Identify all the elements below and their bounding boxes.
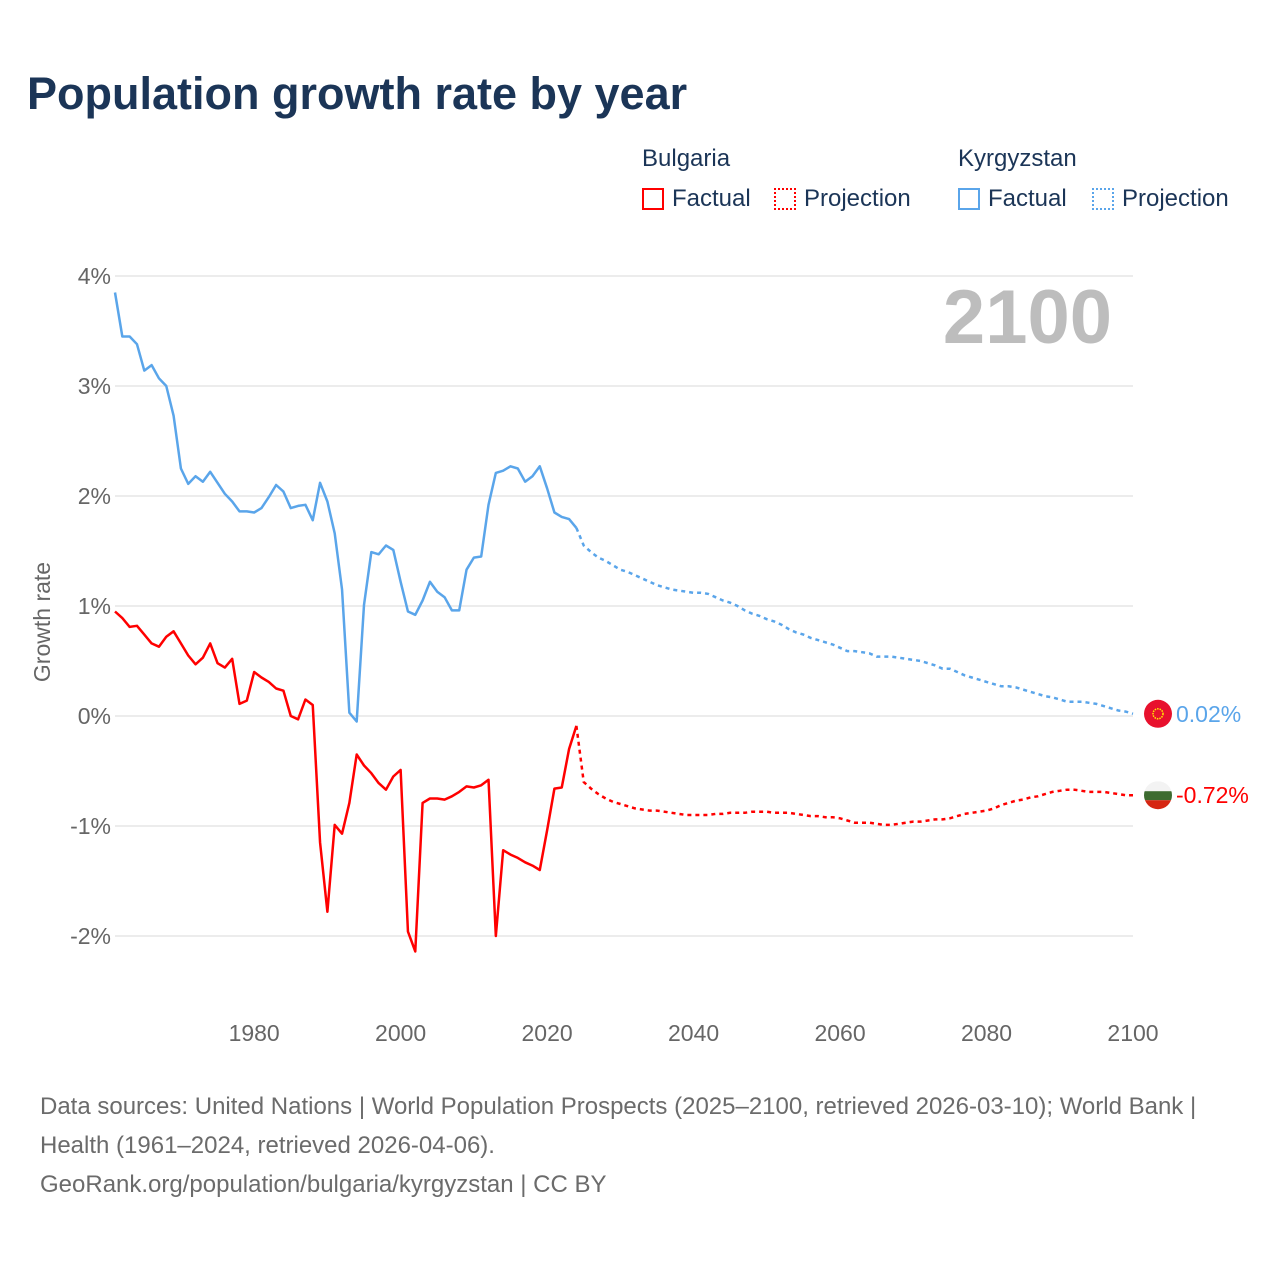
y-tick-label: 0% bbox=[78, 703, 111, 729]
legend-label: Factual bbox=[988, 185, 1067, 212]
legend-item-bulgaria-factual[interactable]: Factual bbox=[642, 185, 751, 213]
x-tick-label: 2040 bbox=[668, 1020, 719, 1046]
stripe-white bbox=[1144, 781, 1172, 792]
line-bulgaria-projection bbox=[575, 725, 1133, 827]
legend-swatch-solid bbox=[958, 188, 980, 210]
flag-bulgaria-icon bbox=[1144, 781, 1172, 810]
flag-stripes bbox=[1144, 781, 1172, 810]
legend-item-bulgaria-projection[interactable]: Projection bbox=[774, 185, 911, 213]
y-tick-label: 4% bbox=[78, 263, 111, 289]
x-tick-label: 2020 bbox=[522, 1020, 573, 1046]
line-kyrgyzstan-factual bbox=[113, 292, 578, 723]
end-value-label-kyrgyzstan: 0.02% bbox=[1176, 701, 1241, 727]
legend-label: Projection bbox=[1122, 185, 1229, 212]
legend-item-kyrgyzstan-projection[interactable]: Projection bbox=[1092, 185, 1229, 213]
stripe-green bbox=[1144, 791, 1172, 801]
x-tick-label: 2000 bbox=[375, 1020, 426, 1046]
x-tick-label: 2060 bbox=[814, 1020, 865, 1046]
x-tick-label: 2080 bbox=[961, 1020, 1012, 1046]
line-kyrgyzstan-projection bbox=[575, 527, 1134, 715]
chart-title: Population growth rate by year bbox=[27, 68, 688, 119]
legend-group-title: Kyrgyzstan bbox=[958, 145, 1077, 172]
y-tick-label: 1% bbox=[78, 593, 111, 619]
stripe-red bbox=[1144, 800, 1172, 810]
legend-swatch-solid bbox=[642, 188, 664, 210]
legend-label: Projection bbox=[804, 185, 911, 212]
sun-icon bbox=[1152, 708, 1164, 720]
legend-swatch-dotted bbox=[1092, 188, 1114, 210]
legend-item-kyrgyzstan-factual[interactable]: Factual bbox=[958, 185, 1067, 213]
footer: Data sources: United Nations | World Pop… bbox=[40, 1087, 1240, 1204]
legend-label: Factual bbox=[672, 185, 751, 212]
legend-swatch-dotted bbox=[774, 188, 796, 210]
y-tick-label: 3% bbox=[78, 373, 111, 399]
y-axis-label: Growth rate bbox=[29, 562, 55, 682]
x-tick-label: 1980 bbox=[229, 1020, 280, 1046]
credit-link[interactable]: GeoRank.org/population/bulgaria/kyrgyzst… bbox=[40, 1171, 607, 1198]
legend-group-title: Bulgaria bbox=[642, 145, 731, 172]
flag-background bbox=[1144, 699, 1172, 728]
data-sources: Data sources: United Nations | World Pop… bbox=[40, 1093, 1197, 1159]
y-tick-label: -1% bbox=[70, 813, 111, 839]
chart-plot: -2% -1% 0% 1% 2% 3% 4% 1980 2000 2020 2040 2060 2080… bbox=[29, 263, 1249, 1046]
flag-kyrgyzstan-icon bbox=[1144, 699, 1172, 728]
year-display: 2100 bbox=[943, 275, 1112, 360]
y-tick-label: 2% bbox=[78, 483, 111, 509]
end-value-label-bulgaria: -0.72% bbox=[1176, 782, 1249, 808]
y-tick-label: -2% bbox=[70, 923, 111, 949]
line-bulgaria-factual bbox=[114, 610, 578, 953]
x-tick-label: 2100 bbox=[1107, 1020, 1158, 1046]
